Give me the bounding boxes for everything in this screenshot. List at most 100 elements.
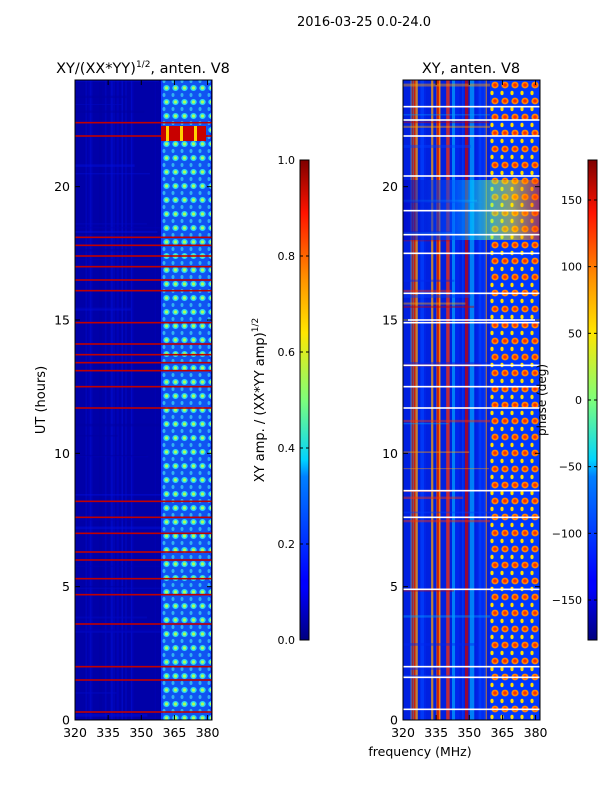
left-texture-band: [75, 258, 150, 261]
left-texture-band: [75, 248, 133, 252]
left-flagged-row: [75, 236, 212, 239]
figure-suptitle: 2016-03-25 0.0-24.0: [297, 15, 431, 30]
right-texture-band: [403, 519, 495, 523]
left-flagged-row: [75, 577, 212, 580]
right-texture-band: [403, 667, 445, 670]
right-texture-band: [403, 83, 505, 87]
left-x-tick-label: 320: [63, 725, 87, 740]
right-texture-band: [403, 289, 452, 293]
right-y-tick-label: 0: [390, 713, 398, 728]
left-texture-band: [75, 227, 173, 229]
left-texture-band: [75, 526, 162, 530]
right-texture-streak: [476, 80, 478, 720]
left-flagged-row: [75, 135, 212, 137]
left-texture-band: [75, 629, 183, 633]
right-flagged-row: [403, 119, 540, 121]
left-flagged-row: [75, 516, 212, 519]
right-texture-band: [403, 361, 498, 365]
right-texture-band: [403, 615, 510, 618]
left-texture-band: [75, 173, 150, 175]
right-flagged-row: [403, 407, 540, 409]
right-texture-streak: [451, 80, 456, 720]
right-y-tick-label: 15: [382, 313, 398, 328]
right-flagged-row: [403, 516, 540, 519]
left-texture-streak: [81, 80, 85, 720]
right-texture-band: [403, 451, 470, 453]
left-flagged-row: [75, 385, 212, 388]
right-flagged-row: [403, 252, 540, 255]
right-texture-streak: [411, 80, 413, 720]
left-flagged-row: [75, 551, 212, 553]
left-texture-streak: [117, 80, 119, 720]
left-colorbar-tick-label: 0.4: [278, 442, 296, 455]
left-flagged-row: [75, 407, 212, 409]
shared-x-axis-label: frequency (MHz): [368, 744, 471, 759]
left-flagged-row: [75, 289, 212, 292]
right-texture-band: [403, 468, 490, 470]
right-flagged-row: [403, 292, 540, 295]
right-texture-band: [403, 589, 454, 592]
left-colorbar-label: XY amp. / (XX*YY amp)1/2: [251, 318, 268, 482]
right-texture-streak: [413, 80, 418, 720]
left-texture-streak: [110, 80, 113, 720]
left-x-tick-label: 350: [129, 725, 153, 740]
left-colorbar-tick-label: 0.2: [278, 538, 296, 551]
left-flagged-row: [75, 121, 212, 124]
left-flagged-row: [75, 321, 212, 324]
left-texture-band: [75, 616, 147, 619]
right-flagged-row: [403, 588, 540, 591]
left-colorbar-tick-label: 1.0: [278, 154, 296, 167]
left-y-axis: 0 5 10 15 20: [54, 179, 212, 728]
right-y-tick-label: 20: [382, 179, 398, 194]
left-flagged-row: [75, 343, 212, 345]
right-texture-band: [403, 114, 497, 116]
left-texture-band: [75, 80, 159, 82]
right-flagged-row: [403, 321, 540, 324]
left-red-block: [161, 126, 206, 141]
right-texture-streak: [469, 80, 475, 720]
left-texture-band: [75, 231, 158, 233]
left-texture-band: [75, 434, 118, 437]
right-colorbar-tick-label: −100: [552, 527, 582, 540]
right-x-tick-label: 365: [491, 725, 515, 740]
left-texture-streak: [88, 80, 91, 720]
left-y-tick-label: 10: [54, 446, 70, 461]
left-flagged-row: [75, 532, 212, 535]
right-x-tick-label: 320: [391, 725, 415, 740]
right-texture-streak: [411, 80, 416, 720]
right-colorbar-tick-label: 50: [568, 327, 582, 340]
right-flagged-row: [403, 489, 540, 492]
left-texture-band: [75, 232, 177, 235]
right-x-tick-label: 335: [424, 725, 448, 740]
left-texture-streak: [85, 80, 88, 720]
left-panel-title: XY/(XX*YY)1/2, anten. V8: [56, 60, 230, 77]
left-texture-streak: [99, 80, 102, 720]
left-flagged-rows: [75, 121, 212, 713]
left-flagged-row: [75, 369, 212, 372]
right-x-tick-label: 380: [524, 725, 548, 740]
left-flagged-row: [75, 255, 212, 257]
left-x-tick-label: 380: [196, 725, 220, 740]
right-texture-band: [403, 294, 471, 298]
right-flagged-row: [403, 105, 540, 108]
right-y-axis: 0 5 10 15 20: [382, 179, 540, 728]
right-texture-band: [403, 144, 471, 148]
left-texture-streak: [156, 80, 158, 720]
left-texture-band: [75, 307, 132, 310]
right-flagged-row: [403, 233, 540, 236]
left-flagged-row: [75, 665, 212, 668]
left-texture-streak: [122, 80, 125, 720]
right-y-tick-label: 5: [390, 579, 398, 594]
left-texture-band: [75, 308, 131, 311]
right-x-tick-label: 350: [457, 725, 481, 740]
right-panel: XY, anten. V8 320 335 350 365 380 0 5 10 15 20: [382, 61, 547, 740]
left-flagged-row: [75, 361, 212, 364]
left-texture-band: [75, 565, 161, 567]
left-rfi-band-highlight: [163, 80, 209, 720]
left-flagged-row: [75, 559, 212, 561]
left-flagged-row: [75, 593, 212, 596]
left-texture-streak: [121, 80, 124, 720]
right-texture-band: [403, 643, 478, 646]
left-y-tick-label: 0: [62, 713, 70, 728]
left-x-tick-label: 335: [96, 725, 120, 740]
